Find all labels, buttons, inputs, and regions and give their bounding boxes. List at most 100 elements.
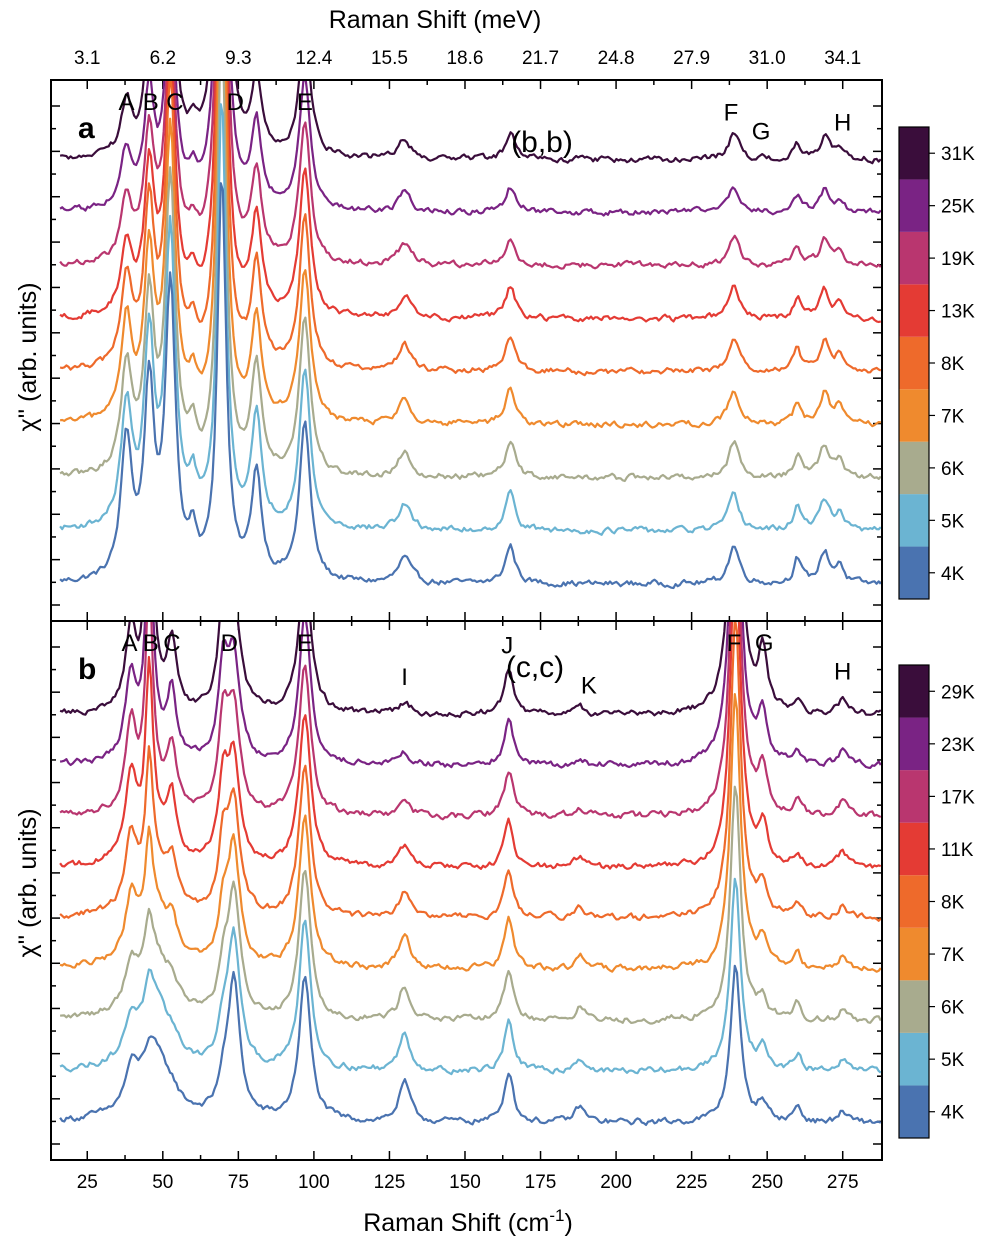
bottom-tick-label: 25: [77, 1172, 98, 1193]
bottom-tick-label: 100: [298, 1172, 330, 1193]
colorbar-label: 19K: [941, 249, 975, 270]
colorbar-label: 29K: [941, 682, 975, 703]
colorbar-frame: [898, 126, 930, 600]
panel-b: b (c,c) A B C D E I J K F G H: [50, 620, 883, 1161]
spectrum-line-29K: [59, 622, 881, 719]
colorbar-segment-11K: [899, 822, 929, 876]
colorbar-segment-5K: [899, 1032, 929, 1086]
bottom-axis-tick-labels: 25 50 75 100 125 150 175 200 225 250 275: [77, 1172, 859, 1193]
peak-label-B: B: [143, 89, 159, 116]
colorbar-segment-4K: [899, 546, 929, 599]
colorbar-b: 4K 5K 6K 7K 8K 11K 17K 23K 29K: [898, 664, 975, 1139]
peak-label-F: F: [727, 630, 742, 657]
y-axis-title-b: χ'' (arb. units): [14, 808, 42, 957]
top-axis-tick-labels: 3.1 6.2 9.3 12.4 15.5 18.6 21.7 24.8 27.9 31.0 34.…: [74, 48, 861, 69]
top-tick-label: 6.2: [150, 48, 176, 69]
spectrum-line-11K: [59, 622, 881, 870]
panel-letter: b: [78, 653, 96, 686]
colorbar-segment-23K: [899, 717, 929, 771]
colorbar-segment-7K: [899, 389, 929, 442]
bottom-axis-title: Raman Shift (cm-1): [363, 1206, 573, 1237]
spectrum-line-5K: [59, 877, 881, 1076]
peak-label-E: E: [297, 630, 313, 657]
peak-label-D: D: [221, 630, 238, 657]
colorbar-segment-13K: [899, 284, 929, 337]
peak-label-C: C: [166, 89, 183, 116]
peak-label-E: E: [297, 89, 313, 116]
peak-label-A: A: [122, 630, 138, 657]
peak-label-K: K: [581, 673, 597, 700]
colorbar-segment-31K: [899, 127, 929, 180]
spectrum-line-7K: [59, 81, 881, 429]
y-axis-title-a: χ'' (arb. units): [14, 282, 42, 431]
plot-frame: [50, 620, 883, 1161]
top-tick-label: 24.8: [598, 48, 635, 69]
colorbar-label: 23K: [941, 735, 975, 756]
colorbar-segment-8K: [899, 875, 929, 928]
top-tick-label: 27.9: [673, 48, 710, 69]
colorbar-label: 5K: [941, 1050, 965, 1071]
colorbar-a: 4K 5K 6K 7K 8K 13K 19K 25K 31K: [898, 126, 975, 600]
colorbar-label: 8K: [941, 354, 965, 375]
colorbar-label: 6K: [941, 998, 965, 1019]
peak-label-G: G: [755, 630, 774, 657]
top-tick-label: 34.1: [824, 48, 861, 69]
colorbar-segment-8K: [899, 336, 929, 390]
bottom-tick-label: 250: [751, 1172, 783, 1193]
polarization-label: (c,c): [506, 651, 564, 684]
colorbar-segment-7K: [899, 927, 929, 981]
bottom-tick-label: 150: [449, 1172, 481, 1193]
top-axis-title-text: Raman Shift (meV): [329, 6, 542, 34]
spectrum-line-31K: [59, 81, 881, 165]
peak-label-J: J: [501, 633, 513, 660]
top-tick-label: 9.3: [225, 48, 251, 69]
spectrum-line-8K: [59, 622, 881, 922]
bottom-tick-label: 200: [600, 1172, 632, 1193]
spectrum-line-6K: [59, 785, 881, 1025]
spectrum-line-23K: [59, 622, 881, 769]
bottom-tick-label: 175: [525, 1172, 557, 1193]
colorbar-label: 25K: [941, 197, 975, 218]
top-tick-label: 15.5: [371, 48, 408, 69]
bottom-axis-title-main: Raman Shift (cm: [363, 1209, 549, 1237]
spectrum-line-13K: [59, 81, 881, 324]
bottom-axis-title-sup: -1: [549, 1206, 564, 1225]
top-tick-label: 21.7: [522, 48, 559, 69]
colorbar-segment-6K: [899, 980, 929, 1033]
top-tick-label: 31.0: [749, 48, 786, 69]
peak-label-G: G: [752, 119, 771, 146]
spectrum-line-6K: [59, 81, 881, 483]
peak-label-I: I: [401, 664, 408, 691]
colorbar-segment-29K: [899, 665, 929, 718]
spectra-group: [59, 81, 881, 590]
colorbar-label: 13K: [941, 302, 975, 323]
bottom-tick-label: 75: [228, 1172, 249, 1193]
peak-label-F: F: [724, 99, 739, 126]
spectrum-line-7K: [59, 693, 881, 973]
colorbar-segment-19K: [899, 231, 929, 285]
peak-label-B: B: [143, 630, 159, 657]
spectrum-line-4K: [59, 182, 881, 590]
bottom-tick-label: 275: [827, 1172, 859, 1193]
colorbar-label: 8K: [941, 893, 965, 914]
bottom-tick-label: 125: [374, 1172, 406, 1193]
peak-label-D: D: [227, 89, 244, 116]
polarization-label: (b,b): [511, 126, 573, 159]
bottom-tick-label: 50: [152, 1172, 173, 1193]
peak-label-A: A: [119, 89, 135, 116]
bottom-tick-label: 225: [676, 1172, 708, 1193]
peak-label-H: H: [834, 658, 851, 685]
colorbar-label: 5K: [941, 511, 965, 532]
top-tick-label: 3.1: [74, 48, 100, 69]
top-tick-label: 12.4: [295, 48, 332, 69]
spectra-group: [59, 622, 881, 1126]
colorbar-frame: [898, 664, 930, 1139]
colorbar-segment-6K: [899, 441, 929, 495]
colorbar-label: 7K: [941, 945, 965, 966]
top-tick-label: 18.6: [446, 48, 483, 69]
panel-a: a (b,b) A B C D E FG H: [50, 79, 883, 622]
colorbar-segment-17K: [899, 770, 929, 823]
colorbar-label: 31K: [941, 144, 975, 165]
colorbar-label: 17K: [941, 787, 975, 808]
